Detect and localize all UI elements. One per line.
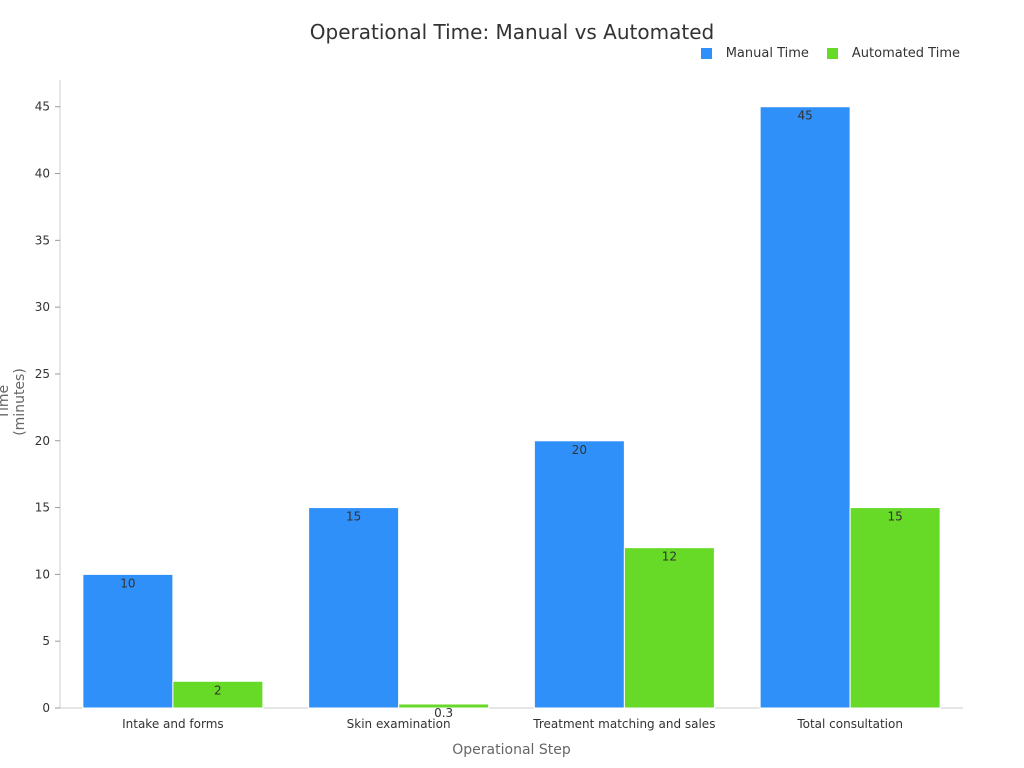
legend-item-manual: Manual Time <box>700 46 809 61</box>
legend: Manual Time Automated Time <box>700 46 960 61</box>
y-tick-label: 35 <box>35 233 50 247</box>
data-label: 2 <box>214 683 222 697</box>
bar-manual <box>82 573 174 709</box>
bar-automated <box>623 547 715 709</box>
y-tick-label: 0 <box>42 701 50 715</box>
legend-swatch-automated <box>826 48 838 59</box>
data-label: 10 <box>120 576 135 590</box>
y-tick-label: 25 <box>35 367 50 381</box>
data-label: 45 <box>797 109 812 123</box>
y-tick-label: 30 <box>35 300 50 314</box>
bar-manual <box>308 507 400 709</box>
chart-title: Operational Time: Manual vs Automated <box>309 20 715 44</box>
x-axis-label: Operational Step <box>452 742 571 758</box>
x-tick-label: Total consultation <box>796 717 903 731</box>
bar-manual <box>533 440 625 709</box>
y-tick-label: 20 <box>35 434 50 448</box>
y-tick-label: 10 <box>35 567 50 581</box>
bar-automated <box>398 703 490 709</box>
bar-automated <box>172 680 264 709</box>
y-tick-label: 40 <box>35 167 50 181</box>
x-tick-label: Skin examination <box>347 717 451 731</box>
y-tick-label: 15 <box>35 501 50 515</box>
legend-label-automated: Automated Time <box>851 46 960 61</box>
legend-swatch-manual <box>700 48 712 59</box>
legend-label-manual: Manual Time <box>725 46 809 61</box>
bar-manual <box>759 106 851 709</box>
data-label: 0.3 <box>434 706 453 720</box>
legend-item-automated: Automated Time <box>826 46 960 61</box>
data-label: 12 <box>662 550 677 564</box>
x-tick-label: Treatment matching and sales <box>532 717 715 731</box>
data-label: 20 <box>572 443 587 457</box>
data-label: 15 <box>346 510 361 524</box>
y-tick-label: 5 <box>42 634 50 648</box>
y-tick-label: 45 <box>35 100 50 114</box>
data-label: 15 <box>887 510 902 524</box>
x-tick-label: Intake and forms <box>122 717 224 731</box>
y-axis-label: Time (minutes) <box>0 368 28 436</box>
bar-automated <box>849 507 941 709</box>
